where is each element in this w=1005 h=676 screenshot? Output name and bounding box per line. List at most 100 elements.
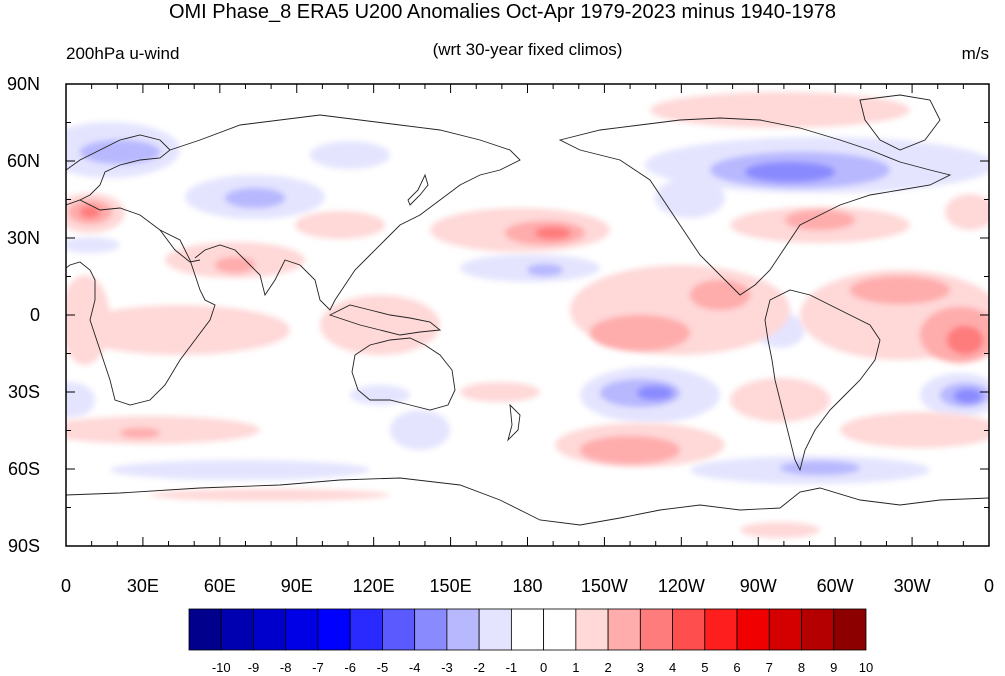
colorbar (188, 608, 867, 651)
lon-tick-label: 120E (353, 576, 395, 596)
colorbar-swatch (317, 608, 351, 651)
colorbar-swatch (575, 608, 609, 651)
coastline-greenland (859, 94, 941, 151)
colorbar-swatch (672, 608, 706, 651)
lat-tick-label: 30S (8, 382, 40, 402)
colorbar-label: 10 (859, 660, 873, 675)
anomaly-blob (527, 264, 563, 276)
lon-tick-label: 90W (740, 576, 777, 596)
lon-axis-labels: 0 30E 60E 90E 120E 150E 180 150W 120W 90W 60W 30W 0 (61, 576, 994, 596)
coastline-arabia (159, 229, 201, 263)
colorbar-label: 1 (572, 660, 579, 675)
coastline-africa-europe (66, 199, 216, 406)
anomaly-blob (745, 162, 835, 182)
anomaly-blob (320, 295, 440, 355)
axis-ticks (65, 83, 990, 547)
colorbar-labels: -10 -9 -8 -7 -6 -5 -4 -3 -2 -1 0 1 2 3 4 5 6 7 8 9 10 (212, 660, 873, 675)
anomaly-blob (120, 428, 160, 438)
anomaly-blob (66, 382, 95, 418)
colorbar-swatch (188, 608, 222, 651)
lat-tick-label: 0 (30, 305, 40, 325)
anomaly-blob (110, 460, 370, 480)
colorbar-swatch (478, 608, 512, 651)
colorbar-label: 3 (637, 660, 644, 675)
anomaly-blob (785, 210, 855, 230)
lon-tick-label: 120W (658, 576, 705, 596)
units-label: m/s (961, 44, 989, 63)
colorbar-label: 9 (830, 660, 837, 675)
colorbar-swatch (382, 608, 416, 651)
anomaly-blob (295, 211, 385, 239)
anomaly-field (66, 92, 989, 538)
lat-tick-label: 90N (7, 74, 40, 94)
anomaly-blob (66, 275, 110, 365)
lat-tick-label: 90S (8, 536, 40, 556)
anomaly-blob (690, 280, 750, 310)
colorbar-label: -7 (312, 660, 324, 675)
anomaly-blob (350, 385, 410, 405)
lon-tick-label: 90E (281, 576, 313, 596)
anomaly-blob (590, 315, 690, 351)
anomaly-blob (740, 522, 820, 538)
colorbar-swatch (446, 608, 480, 651)
subtitle: (wrt 30-year fixed climos) (432, 40, 623, 59)
coastline-japan (407, 173, 429, 206)
colorbar-swatch (543, 608, 577, 651)
anomaly-blob (850, 276, 950, 304)
colorbar-swatch (704, 608, 738, 651)
colorbar-label: 8 (798, 660, 805, 675)
coastline-new-zealand (507, 403, 521, 442)
plot-title: OMI Phase_8 ERA5 U200 Anomalies Oct-Apr … (168, 1, 837, 23)
lat-tick-label: 30N (7, 228, 40, 248)
colorbar-swatch (349, 608, 383, 651)
anomaly-blob (460, 382, 540, 402)
coastline-australia (351, 337, 456, 411)
colorbar-label: -3 (441, 660, 453, 675)
anomaly-blob (580, 436, 680, 464)
colorbar-label: -5 (377, 660, 389, 675)
lon-tick-label: 30E (127, 576, 159, 596)
colorbar-swatch (736, 608, 770, 651)
colorbar-swatch (510, 608, 545, 651)
colorbar-label: -9 (248, 660, 260, 675)
lon-tick-label: 0 (61, 576, 71, 596)
colorbar-label: -2 (473, 660, 485, 675)
coastline-south-america (764, 289, 881, 472)
colorbar-label: 6 (733, 660, 740, 675)
anomaly-blob (310, 141, 390, 169)
lat-tick-label: 60N (7, 151, 40, 171)
coastline-asia (169, 114, 521, 311)
lat-axis-labels: 90N 60N 30N 0 30S 60S 90S (7, 74, 40, 556)
colorbar-label: -4 (409, 660, 421, 675)
anomaly-blob (655, 178, 725, 218)
anomaly-blob (650, 92, 910, 128)
lon-tick-label: 60E (204, 576, 236, 596)
anomaly-blob (80, 140, 160, 164)
anomaly-blob (80, 206, 100, 218)
colorbar-label: -8 (280, 660, 292, 675)
anomaly-blob (66, 237, 120, 253)
lon-tick-label: 0 (984, 576, 994, 596)
coastline-north-america (558, 117, 952, 296)
colorbar-swatch (285, 608, 319, 651)
anomaly-blob (945, 194, 989, 230)
lat-tick-label: 60S (8, 459, 40, 479)
anomaly-blob (954, 389, 982, 403)
anomaly-blob (150, 489, 390, 501)
colorbar-swatch (220, 608, 254, 651)
colorbar-label: 5 (701, 660, 708, 675)
coastlines (66, 94, 989, 526)
colorbar-label: 0 (540, 660, 547, 675)
anomaly-blob (390, 410, 450, 450)
colorbar-swatch (639, 608, 673, 651)
anomaly-blob (66, 416, 260, 444)
colorbar-label: -6 (344, 660, 356, 675)
coastline-europe (66, 134, 171, 201)
anomaly-blob (840, 412, 989, 448)
lon-tick-label: 30W (894, 576, 931, 596)
colorbar-swatch (607, 608, 641, 651)
colorbar-label: -10 (212, 660, 231, 675)
colorbar-label: 4 (669, 660, 676, 675)
anomaly-blob (215, 257, 255, 273)
variable-label: 200hPa u-wind (66, 44, 180, 63)
